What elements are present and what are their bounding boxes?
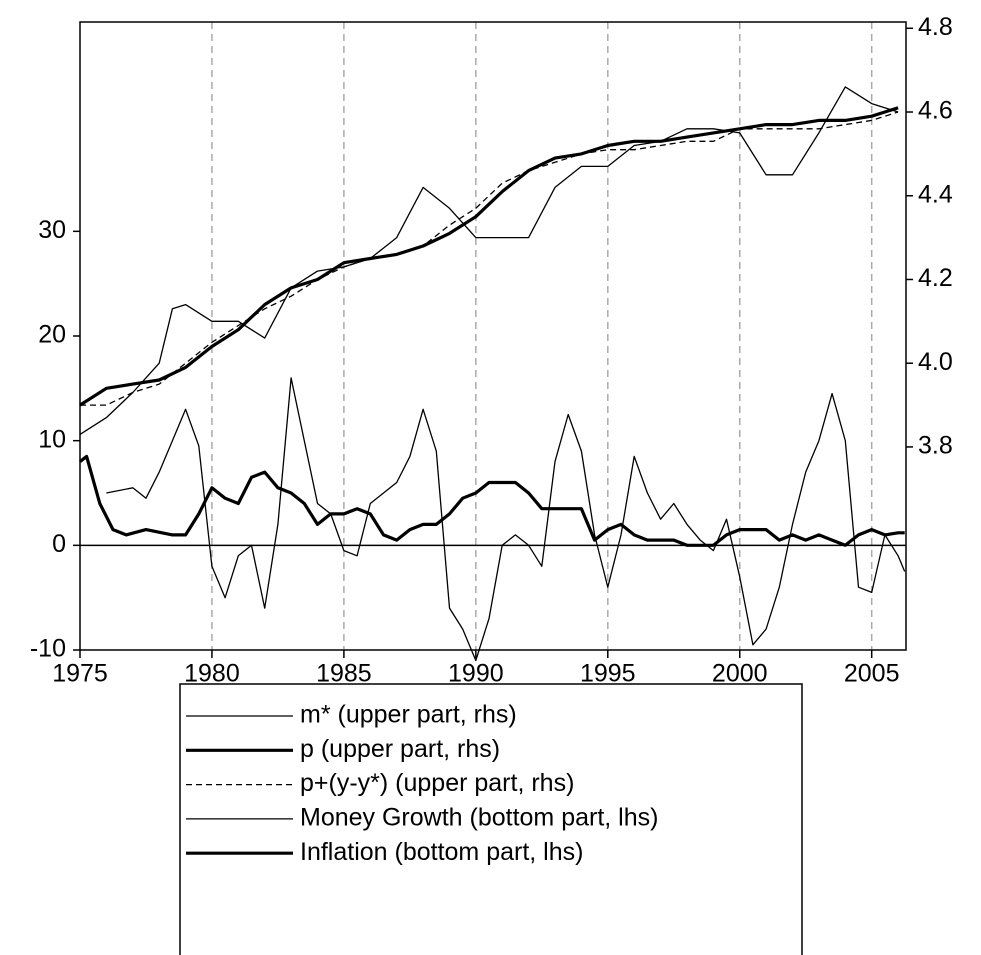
legend-label: m* (upper part, rhs) [300, 701, 517, 729]
y-tick-label: 30 [38, 216, 66, 244]
x-tick-label: 1990 [448, 660, 504, 688]
y2-tick-label: 4.6 [918, 97, 953, 125]
x-tick-label: 1995 [580, 660, 636, 688]
y2-tick-label: 4.8 [918, 13, 953, 41]
series-line [106, 377, 906, 662]
x-tick-label: 1975 [52, 660, 108, 688]
x-tick-label: 2000 [712, 660, 768, 688]
legend-label: p+(y-y*) (upper part, rhs) [300, 769, 574, 797]
series-line [80, 111, 899, 406]
legend-label: Money Growth (bottom part, lhs) [300, 804, 658, 832]
x-tick-label: 2005 [844, 660, 900, 688]
y-tick-label: -10 [30, 635, 66, 663]
y2-tick-label: 4.0 [918, 348, 953, 376]
legend-frame [179, 683, 803, 955]
x-tick-label: 1985 [316, 660, 372, 688]
legend-label: p (upper part, rhs) [300, 735, 500, 763]
x-tick-label: 1980 [184, 660, 240, 688]
series-line [79, 106, 899, 407]
legend-label: Inflation (bottom part, lhs) [300, 838, 583, 866]
y2-tick-label: 4.2 [918, 264, 953, 292]
y2-tick-label: 3.8 [918, 432, 953, 460]
series-line [79, 86, 899, 435]
y-tick-label: 20 [38, 321, 66, 349]
y-tick-label: 0 [52, 530, 66, 558]
series-line [79, 454, 905, 547]
y2-tick-label: 4.4 [918, 180, 953, 208]
plot-frame [79, 21, 907, 651]
y-tick-label: 10 [38, 425, 66, 453]
